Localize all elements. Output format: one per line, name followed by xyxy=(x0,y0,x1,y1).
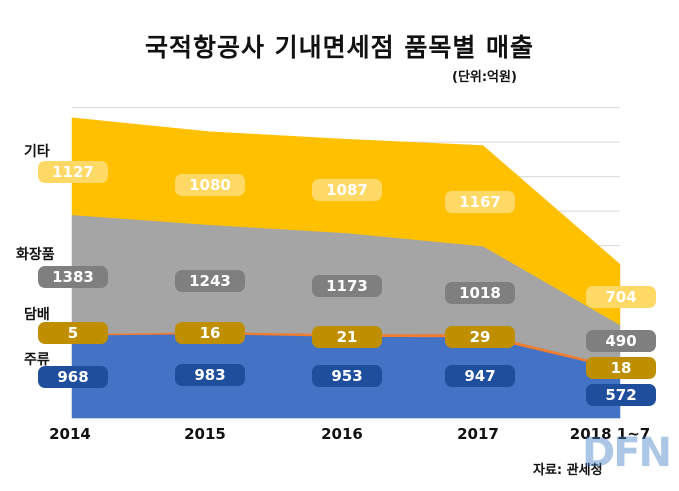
series-label: 담배 xyxy=(24,307,50,323)
data-label: 29 xyxy=(445,326,515,348)
data-label: 572 xyxy=(586,384,656,406)
data-label: 1018 xyxy=(445,282,515,304)
x-tick-label: 2015 xyxy=(184,425,226,443)
data-label: 21 xyxy=(312,326,382,348)
data-label: 1080 xyxy=(175,174,245,196)
x-tick-label: 2016 xyxy=(321,425,363,443)
series-label: 주류 xyxy=(24,352,50,368)
chart-unit: (단위:억원) xyxy=(452,70,517,85)
data-label: 18 xyxy=(586,357,656,379)
watermark-logo: DFN xyxy=(582,430,672,476)
source-note: 자료: 관세청 xyxy=(533,463,603,478)
data-label: 983 xyxy=(175,364,245,386)
data-label: 704 xyxy=(586,286,656,308)
series-label: 화장품 xyxy=(16,247,55,263)
data-label: 490 xyxy=(586,330,656,352)
data-label: 16 xyxy=(175,322,245,344)
chart-title: 국적항공사 기내면세점 품목별 매출 xyxy=(144,33,535,62)
data-label: 1173 xyxy=(312,275,382,297)
data-label: 947 xyxy=(445,365,515,387)
data-label: 953 xyxy=(312,365,382,387)
data-label: 1087 xyxy=(312,179,382,201)
area-series-3 xyxy=(71,117,621,326)
x-tick-label: 2018 1~7 xyxy=(569,425,651,443)
series-label: 기타 xyxy=(24,144,50,160)
x-tick-label: 2017 xyxy=(457,425,499,443)
x-tick-label: 2014 xyxy=(49,425,91,443)
data-label: 968 xyxy=(38,366,108,388)
data-label: 5 xyxy=(38,322,108,344)
data-label: 1243 xyxy=(175,270,245,292)
data-label: 1127 xyxy=(38,161,108,183)
data-label: 1167 xyxy=(445,191,515,213)
data-label: 1383 xyxy=(38,266,108,288)
